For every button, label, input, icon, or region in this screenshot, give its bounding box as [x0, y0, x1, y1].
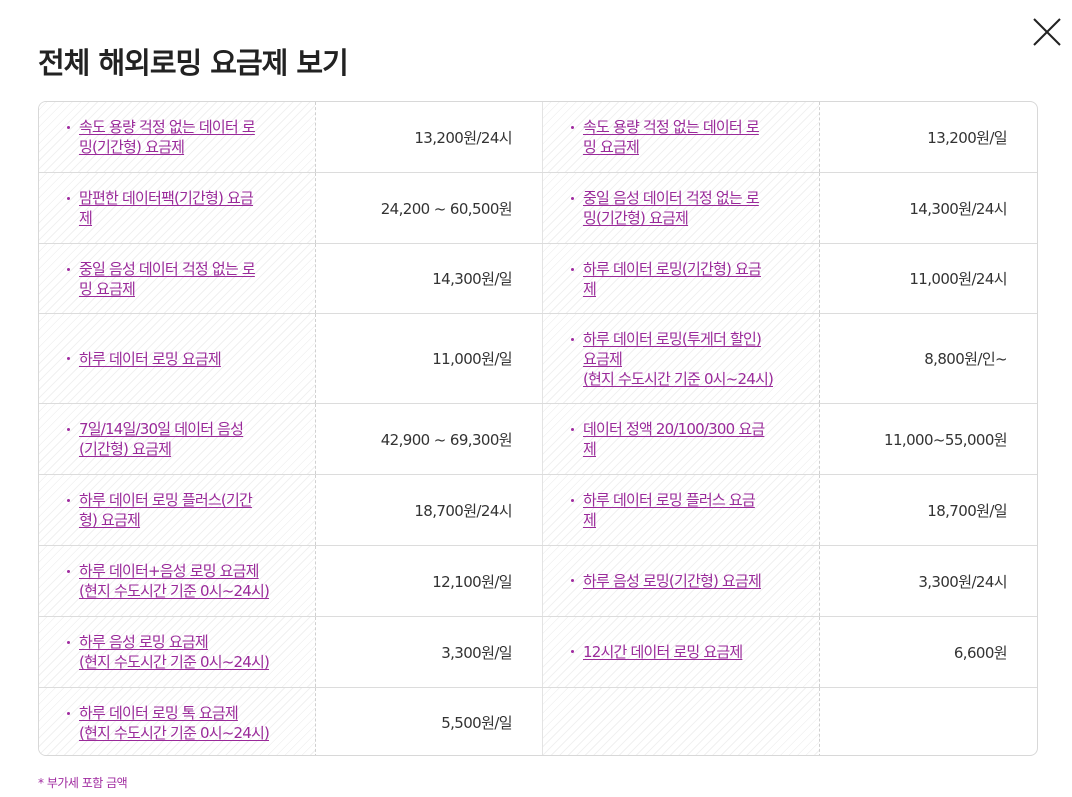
- plan-name-cell: 속도 용량 걱정 없는 데이터 로 밍 요금제: [542, 102, 821, 172]
- plan-link[interactable]: 하루 데이터 로밍 요금제: [79, 349, 222, 368]
- plan-link[interactable]: 하루 데이터 로밍 톡 요금제 (현지 수도시간 기준 0시~24시): [79, 703, 270, 742]
- plan-name-cell: 하루 데이터 로밍 플러스 요금 제: [542, 475, 821, 545]
- close-button[interactable]: [1031, 16, 1063, 48]
- plan-link[interactable]: 7일/14일/30일 데이터 음성 (기간형) 요금제: [79, 420, 244, 458]
- table-row: 하루 음성 로밍 요금제 (현지 수도시간 기준 0시~24시) 3,300원/일…: [39, 617, 1037, 688]
- table-row: 속도 용량 걱정 없는 데이터 로 밍(기간형) 요금제 13,200원/24시 속…: [39, 102, 1037, 173]
- plan-name-cell: 데이터 정액 20/100/300 요금 제: [542, 404, 821, 474]
- bullet-icon: [570, 579, 574, 582]
- plan-price: 13,200원/24시: [316, 102, 543, 172]
- plan-link[interactable]: 하루 음성 로밍(기간형) 요금제: [582, 572, 762, 590]
- plan-price: 14,300원/24시: [909, 199, 1007, 218]
- plan-price: 3,300원/24시: [918, 572, 1007, 591]
- plan-price: 6,600원: [953, 643, 1008, 662]
- vat-footnote: * 부가세 포함 금액: [38, 776, 128, 790]
- plan-name-cell: 중일 음성 데이터 걱정 없는 로 밍 요금제: [39, 244, 317, 313]
- plan-link[interactable]: 속도 용량 걱정 없는 데이터 로 밍 요금제: [582, 118, 760, 156]
- bullet-icon: [570, 338, 574, 341]
- plan-link[interactable]: 중일 음성 데이터 걱정 없는 로 밍 요금제: [79, 259, 256, 298]
- table-row: 하루 데이터 로밍 플러스(기간 형) 요금제 18,700원/24시 하루 데이터…: [39, 475, 1037, 546]
- bullet-icon: [67, 570, 70, 573]
- plan-name-cell: 하루 음성 로밍 요금제 (현지 수도시간 기준 0시~24시): [39, 617, 317, 687]
- plan-link[interactable]: 맘편한 데이터팩(기간형) 요금 제: [79, 189, 254, 227]
- bullet-icon: [570, 268, 574, 271]
- plan-price: 12,100원/일: [316, 546, 543, 616]
- plan-link[interactable]: 속도 용량 걱정 없는 데이터 로 밍(기간형) 요금제: [79, 118, 256, 156]
- bullet-icon: [570, 499, 574, 502]
- bullet-icon: [67, 197, 70, 200]
- plan-price: 24,200 ~ 60,500원: [316, 173, 543, 243]
- plan-name-cell: 중일 음성 데이터 걱정 없는 로 밍(기간형) 요금제: [542, 173, 821, 243]
- table-row: 하루 데이터+음성 로밍 요금제 (현지 수도시간 기준 0시~24시) 12,1…: [39, 546, 1037, 617]
- plan-name-cell: 속도 용량 걱정 없는 데이터 로 밍(기간형) 요금제: [39, 102, 317, 172]
- plan-link[interactable]: 하루 데이터 로밍 플러스 요금 제: [582, 491, 756, 529]
- table-row: 중일 음성 데이터 걱정 없는 로 밍 요금제 14,300원/일 하루 데이터 로…: [39, 244, 1037, 314]
- plan-name-cell: 하루 데이터+음성 로밍 요금제 (현지 수도시간 기준 0시~24시): [39, 546, 317, 616]
- plan-name-cell: 하루 데이터 로밍(투게더 할인) 요금제 (현지 수도시간 기준 0시~24시…: [542, 314, 821, 403]
- bullet-icon: [67, 126, 70, 129]
- plan-price: [820, 688, 1037, 755]
- plan-table: 속도 용량 걱정 없는 데이터 로 밍(기간형) 요금제 13,200원/24시 속…: [38, 101, 1038, 756]
- table-row: 7일/14일/30일 데이터 음성 (기간형) 요금제 42,900 ~ 69,3…: [39, 404, 1037, 475]
- plan-link[interactable]: 중일 음성 데이터 걱정 없는 로 밍(기간형) 요금제: [582, 189, 760, 227]
- plan-price: 5,500원/일: [316, 688, 543, 755]
- table-row: 하루 데이터 로밍 톡 요금제 (현지 수도시간 기준 0시~24시) 5,500…: [39, 688, 1037, 755]
- plan-price: 18,700원/24시: [316, 475, 543, 545]
- plan-name-cell: 하루 데이터 로밍(기간형) 요금 제: [542, 244, 821, 313]
- table-row: 맘편한 데이터팩(기간형) 요금 제 24,200 ~ 60,500원 중일 음성 …: [39, 173, 1037, 244]
- bullet-icon: [570, 428, 574, 431]
- plan-price: 8,800원/인~: [924, 350, 1007, 368]
- plan-name-cell: 하루 음성 로밍(기간형) 요금제: [542, 546, 821, 616]
- plan-link[interactable]: 하루 데이터 로밍(기간형) 요금 제: [582, 259, 762, 298]
- bullet-icon: [67, 356, 70, 360]
- bullet-icon: [67, 712, 70, 715]
- plan-link[interactable]: 12시간 데이터 로밍 요금제: [582, 643, 743, 661]
- bullet-icon: [570, 650, 574, 653]
- bullet-icon: [67, 641, 70, 644]
- plan-price: 13,200원/일: [927, 128, 1007, 147]
- bullet-icon: [570, 126, 574, 129]
- plan-link[interactable]: 하루 데이터 로밍(투게더 할인) 요금제 (현지 수도시간 기준 0시~24시…: [582, 329, 774, 388]
- plan-price: 18,700원/일: [927, 501, 1007, 520]
- plan-name-cell: 맘편한 데이터팩(기간형) 요금 제: [39, 173, 317, 243]
- plan-price: 11,000~55,000원: [884, 430, 1008, 449]
- plan-name-cell: 12시간 데이터 로밍 요금제: [542, 617, 821, 687]
- plan-price: 11,000원/24시: [909, 270, 1007, 288]
- bullet-icon: [570, 197, 574, 200]
- plan-name-cell: 하루 데이터 로밍 톡 요금제 (현지 수도시간 기준 0시~24시): [39, 688, 317, 755]
- bullet-icon: [67, 499, 70, 502]
- plan-name-cell: [542, 688, 821, 755]
- plan-price: 14,300원/일: [316, 244, 543, 313]
- plan-name-cell: 하루 데이터 로밍 요금제: [39, 314, 317, 403]
- plan-link[interactable]: 하루 데이터+음성 로밍 요금제 (현지 수도시간 기준 0시~24시): [79, 562, 270, 600]
- plan-price: 11,000원/일: [316, 314, 543, 403]
- table-row: 하루 데이터 로밍 요금제 11,000원/일 하루 데이터 로밍(투게더 할인) …: [39, 314, 1037, 404]
- close-icon: [1033, 18, 1061, 46]
- plan-name-cell: 7일/14일/30일 데이터 음성 (기간형) 요금제: [39, 404, 317, 474]
- plan-link[interactable]: 하루 음성 로밍 요금제 (현지 수도시간 기준 0시~24시): [79, 633, 270, 671]
- bullet-icon: [67, 268, 70, 271]
- plan-price: 42,900 ~ 69,300원: [316, 404, 543, 474]
- plan-link[interactable]: 하루 데이터 로밍 플러스(기간 형) 요금제: [79, 491, 253, 529]
- plan-price: 3,300원/일: [316, 617, 543, 687]
- page-title: 전체 해외로밍 요금제 보기: [38, 46, 349, 80]
- bullet-icon: [67, 428, 70, 431]
- plan-name-cell: 하루 데이터 로밍 플러스(기간 형) 요금제: [39, 475, 317, 545]
- plan-link[interactable]: 데이터 정액 20/100/300 요금 제: [582, 420, 765, 458]
